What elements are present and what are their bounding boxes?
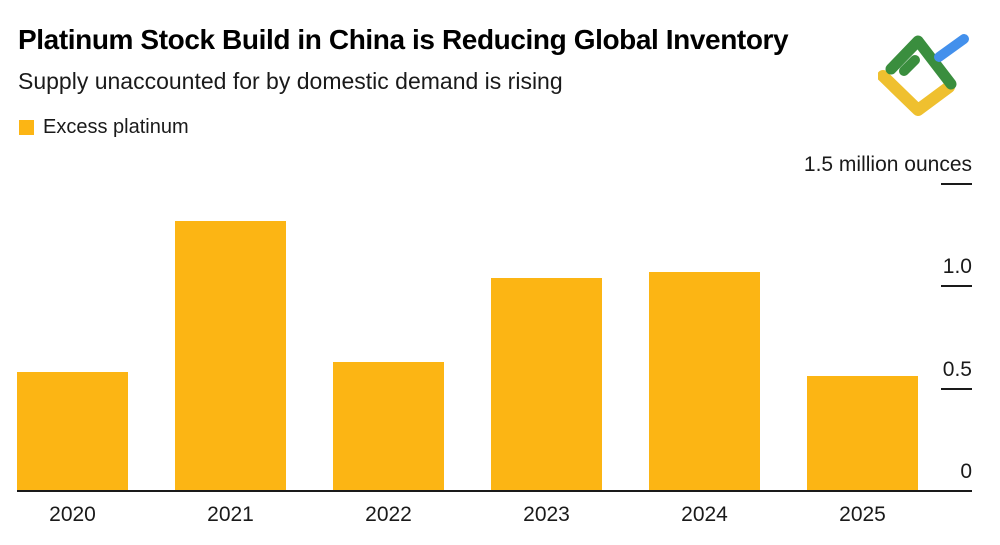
y-tick-dash-1 xyxy=(941,285,972,287)
litefinance-logo-icon xyxy=(878,34,969,116)
x-axis-label-2025: 2025 xyxy=(839,503,886,526)
legend-swatch-excess-platinum xyxy=(19,120,34,135)
y-tick-label-0: 0 xyxy=(960,460,972,483)
bar-2020 xyxy=(17,372,128,491)
bar-2024 xyxy=(649,272,760,491)
x-axis-label-2021: 2021 xyxy=(207,503,254,526)
chart-title: Platinum Stock Build in China is Reducin… xyxy=(18,24,789,55)
x-axis-label-2024: 2024 xyxy=(681,503,728,526)
y-tick-label-1.5: 1.5 million ounces xyxy=(803,153,972,176)
bar-2023 xyxy=(491,278,602,491)
bar-2025 xyxy=(807,376,918,491)
y-tick-dash-1.5 xyxy=(941,183,972,185)
chart-legend: Excess platinum xyxy=(19,116,189,139)
bar-2022 xyxy=(333,362,444,491)
x-axis-line xyxy=(17,490,972,492)
y-tick-label-1: 1.0 xyxy=(942,255,972,278)
y-tick-label-0.5: 0.5 xyxy=(942,358,972,381)
x-axis-label-2022: 2022 xyxy=(365,503,412,526)
legend-label: Excess platinum xyxy=(43,116,189,138)
chart-subtitle: Supply unaccounted for by domestic deman… xyxy=(18,68,563,94)
x-axis-label-2020: 2020 xyxy=(49,503,96,526)
x-axis-label-2023: 2023 xyxy=(523,503,570,526)
y-tick-dash-0.5 xyxy=(941,388,972,390)
bar-2021 xyxy=(175,221,286,491)
